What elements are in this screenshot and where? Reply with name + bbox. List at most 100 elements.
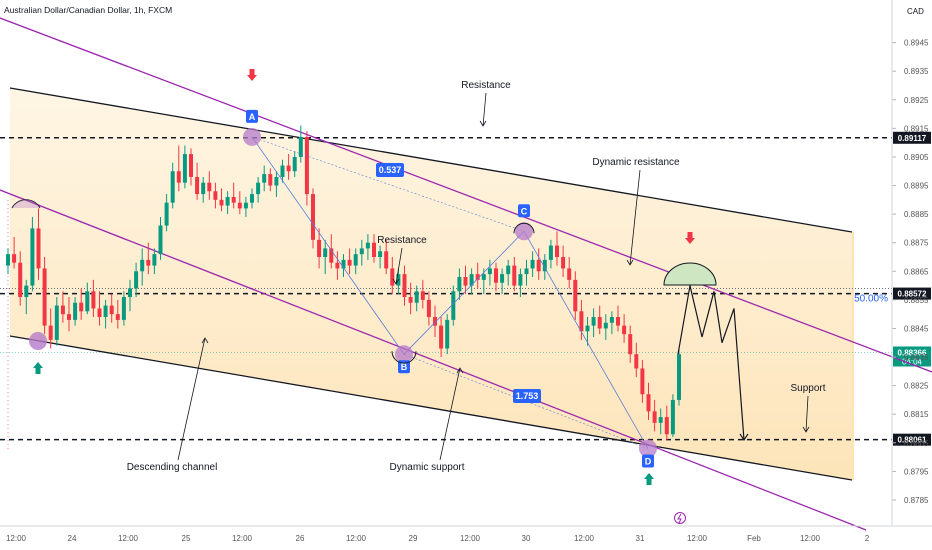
abcd-swing-path (251, 136, 649, 449)
annotation-label: Resistance (461, 80, 511, 91)
candle-body (573, 279, 578, 312)
ratio-box[interactable] (376, 163, 404, 177)
time-tick-label: 30 (522, 534, 531, 543)
price-tick-label: 0.8845 (904, 324, 929, 333)
candle-body (646, 394, 651, 412)
swing-tag[interactable] (518, 204, 530, 218)
candle-body (640, 368, 645, 395)
candle-body (463, 277, 468, 286)
candle-body (73, 302, 78, 320)
candle-body (390, 268, 395, 286)
candle-body (329, 248, 334, 263)
candle-body (512, 265, 517, 286)
candle-body (341, 259, 346, 269)
candle-body (176, 171, 181, 183)
candle-body (311, 194, 315, 240)
channel-lower-line[interactable] (9, 335, 853, 481)
candle-body (24, 285, 29, 298)
time-tick-label: 24 (68, 534, 77, 543)
candle-body (54, 305, 59, 340)
candle-body (670, 399, 675, 435)
candle-body (555, 245, 559, 257)
candle-body (128, 288, 132, 298)
candle-body (597, 317, 602, 329)
time-tick-label: 12:00 (800, 534, 821, 543)
swing-tag[interactable] (642, 454, 654, 468)
candle-body (219, 199, 224, 206)
candle-body (542, 259, 547, 272)
event-icon[interactable] (674, 512, 686, 524)
ratio-text: 0.537 (379, 165, 402, 175)
left-low-circle (29, 332, 47, 350)
candle-body (585, 325, 590, 332)
candle-body (518, 274, 523, 286)
annotation-arrowhead (201, 337, 209, 344)
left-arc (11, 199, 41, 209)
annotation-label: Resistance (377, 235, 427, 246)
candle-body (250, 194, 254, 203)
price-tick-label: 0.8865 (904, 267, 929, 276)
candle-body (304, 136, 309, 195)
swing-tag-letter: A (249, 112, 256, 122)
candle-body (408, 297, 413, 303)
sell-arrow-icon (685, 232, 695, 244)
level-price-text: 0.88572 (898, 290, 927, 299)
swing-circle (243, 127, 261, 146)
ratio-text: 1.753 (516, 391, 539, 401)
time-tick-label: 26 (296, 534, 305, 543)
dynamic-support-line[interactable] (0, 189, 867, 531)
fib-label: 50.00% (854, 293, 888, 304)
candle-body (567, 268, 572, 280)
time-tick-label: 31 (636, 534, 645, 543)
annotation-arrowhead (802, 426, 810, 433)
sell-arrow-icon (247, 69, 257, 81)
candle-body (298, 136, 303, 157)
price-tick-label: 0.8885 (904, 210, 929, 219)
annotation-label: Dynamic support (389, 462, 464, 473)
candle-body (616, 317, 620, 326)
candle-body (103, 305, 108, 318)
candle-body (48, 325, 53, 340)
level-price-text: 0.88061 (898, 436, 927, 445)
candle-body (481, 274, 486, 280)
buy-arrow-icon (33, 362, 43, 374)
swing-tag[interactable] (246, 109, 258, 123)
candle-body (195, 176, 200, 195)
annotation-arrowhead (479, 120, 487, 127)
candle-body (420, 291, 425, 300)
annotation-pointer (482, 92, 487, 127)
candle-body (365, 242, 370, 249)
candle-body (451, 291, 456, 320)
candle-body (353, 254, 358, 266)
candle-body (530, 259, 535, 269)
candle-body (12, 254, 17, 263)
dynamic-resistance-line[interactable] (0, 17, 932, 373)
price-tick-label: 0.8815 (904, 410, 929, 419)
candle-body (658, 417, 663, 423)
candle-body (268, 174, 273, 186)
left-arc-fill (12, 199, 40, 208)
annotation-arrowhead (626, 259, 634, 266)
time-tick-label: 12:00 (232, 534, 253, 543)
ratio-box[interactable] (513, 389, 541, 403)
price-tick-label: 0.8915 (904, 124, 929, 133)
projection-arrowhead (739, 433, 749, 442)
candle-body (121, 297, 126, 320)
candle-body (469, 274, 474, 286)
candle-body (439, 325, 444, 349)
swing-circle (639, 439, 657, 458)
candle-body (140, 259, 145, 272)
channel-upper-line[interactable] (9, 87, 853, 233)
c-arc (513, 222, 535, 234)
candle-body (579, 311, 584, 332)
annotation-label: Descending channel (127, 462, 218, 473)
candle-body (6, 254, 10, 266)
candle-body (189, 154, 193, 177)
candle-body (201, 182, 206, 195)
price-tick-label: 0.8875 (904, 239, 929, 248)
candle-body (237, 202, 242, 209)
candle-body (445, 319, 450, 349)
candle-body (207, 182, 212, 192)
swing-tag[interactable] (398, 360, 410, 374)
